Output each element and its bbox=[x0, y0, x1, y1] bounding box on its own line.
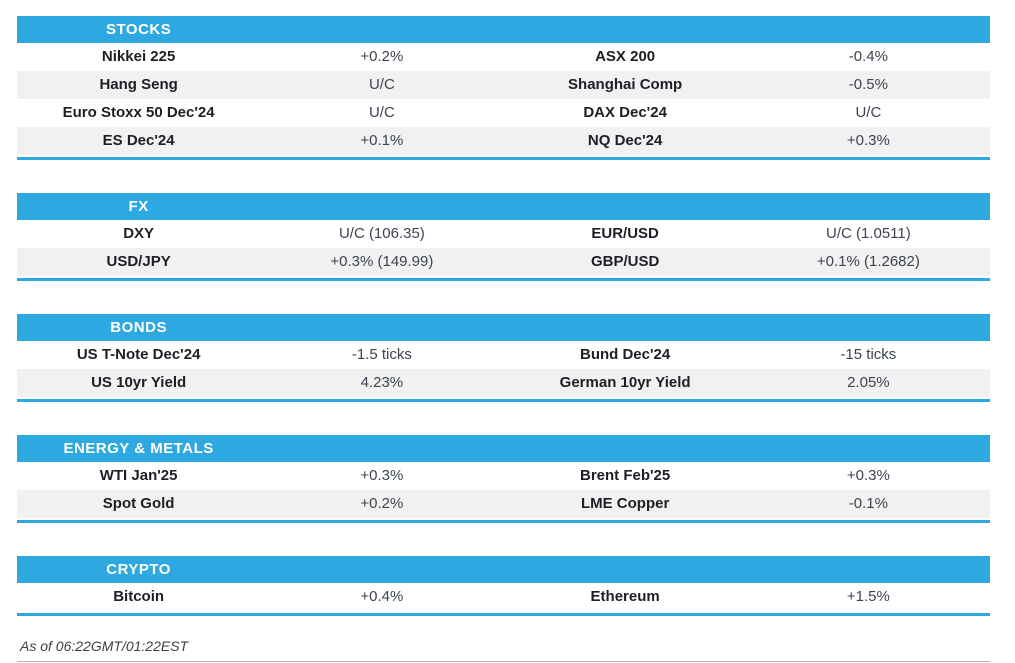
instrument-label: LME Copper bbox=[580, 495, 670, 512]
instrument-label: DXY bbox=[123, 225, 155, 242]
table-row: Bitcoin +0.4% Ethereum +1.5% bbox=[17, 583, 990, 611]
section-rows: US T-Note Dec'24 -1.5 ticks Bund Dec'24 … bbox=[17, 341, 990, 397]
change-value: U/C bbox=[368, 104, 395, 121]
change-value: 2.05% bbox=[847, 374, 890, 391]
section-rows: Nikkei 225 +0.2% ASX 200 -0.4% Hang Seng… bbox=[17, 43, 990, 155]
section-title: ENERGY & METALS bbox=[63, 440, 214, 457]
instrument-label: EUR/USD bbox=[591, 225, 659, 242]
table-row: US 10yr Yield 4.23% German 10yr Yield 2.… bbox=[17, 369, 990, 397]
instrument-label: Bitcoin bbox=[113, 588, 165, 605]
change-value: +0.1% (1.2682) bbox=[816, 253, 920, 270]
change-value: +0.2% bbox=[360, 48, 404, 65]
change-value: +0.1% bbox=[360, 132, 404, 149]
table-row: Euro Stoxx 50 Dec'24 U/C DAX Dec'24 U/C bbox=[17, 99, 990, 127]
instrument-label: Shanghai Comp bbox=[568, 76, 683, 93]
section-header: BONDS bbox=[17, 314, 990, 341]
change-value: -0.5% bbox=[848, 76, 888, 93]
section-bottom-rule bbox=[17, 157, 990, 160]
market-section: BONDS US T-Note Dec'24 -1.5 ticks Bund D… bbox=[17, 314, 990, 402]
change-value: +0.3% bbox=[360, 467, 404, 484]
section-title: BONDS bbox=[110, 319, 167, 336]
section-rows: DXY U/C (106.35) EUR/USD U/C (1.0511) US… bbox=[17, 220, 990, 276]
market-section: ENERGY & METALS WTI Jan'25 +0.3% Brent F… bbox=[17, 435, 990, 523]
table-row: Spot Gold +0.2% LME Copper -0.1% bbox=[17, 490, 990, 518]
change-value: 4.23% bbox=[360, 374, 404, 391]
table-row: WTI Jan'25 +0.3% Brent Feb'25 +0.3% bbox=[17, 462, 990, 490]
table-row: US T-Note Dec'24 -1.5 ticks Bund Dec'24 … bbox=[17, 341, 990, 369]
instrument-label: Hang Seng bbox=[99, 76, 178, 93]
instrument-label: Ethereum bbox=[590, 588, 660, 605]
instrument-label: German 10yr Yield bbox=[559, 374, 691, 391]
change-value: U/C (1.0511) bbox=[825, 225, 911, 242]
change-value: +0.3% (149.99) bbox=[330, 253, 434, 270]
change-value: -15 ticks bbox=[840, 346, 897, 363]
instrument-label: US 10yr Yield bbox=[91, 374, 187, 391]
section-title: FX bbox=[128, 198, 149, 215]
instrument-label: Bund Dec'24 bbox=[579, 346, 671, 363]
table-row: Nikkei 225 +0.2% ASX 200 -0.4% bbox=[17, 43, 990, 71]
instrument-label: Euro Stoxx 50 Dec'24 bbox=[62, 104, 215, 121]
section-bottom-rule bbox=[17, 520, 990, 523]
instrument-label: GBP/USD bbox=[590, 253, 660, 270]
section-header: CRYPTO bbox=[17, 556, 990, 583]
section-rows: Bitcoin +0.4% Ethereum +1.5% bbox=[17, 583, 990, 611]
section-header: STOCKS bbox=[17, 16, 990, 43]
market-summary: STOCKS Nikkei 225 +0.2% ASX 200 -0.4% Ha… bbox=[17, 16, 990, 616]
change-value: -1.5 ticks bbox=[351, 346, 412, 363]
change-value: +0.2% bbox=[360, 495, 404, 512]
instrument-label: NQ Dec'24 bbox=[587, 132, 663, 149]
change-value: -0.4% bbox=[848, 48, 888, 65]
instrument-label: Nikkei 225 bbox=[101, 48, 176, 65]
section-header: ENERGY & METALS bbox=[17, 435, 990, 462]
timestamp-note: As of 06:22GMT/01:22EST bbox=[20, 638, 189, 654]
market-section: STOCKS Nikkei 225 +0.2% ASX 200 -0.4% Ha… bbox=[17, 16, 990, 160]
change-value: U/C bbox=[855, 104, 882, 121]
bottom-divider bbox=[17, 661, 990, 662]
change-value: +0.4% bbox=[360, 588, 404, 605]
instrument-label: Brent Feb'25 bbox=[579, 467, 671, 484]
section-title: STOCKS bbox=[106, 21, 172, 38]
section-title: CRYPTO bbox=[106, 561, 171, 578]
change-value: U/C bbox=[368, 76, 395, 93]
table-row: USD/JPY +0.3% (149.99) GBP/USD +0.1% (1.… bbox=[17, 248, 990, 276]
instrument-label: ASX 200 bbox=[595, 48, 656, 65]
instrument-label: Spot Gold bbox=[102, 495, 175, 512]
change-value: +1.5% bbox=[846, 588, 890, 605]
change-value: +0.3% bbox=[846, 467, 890, 484]
section-bottom-rule bbox=[17, 613, 990, 616]
change-value: +0.3% bbox=[846, 132, 890, 149]
market-section: FX DXY U/C (106.35) EUR/USD U/C (1.0511)… bbox=[17, 193, 990, 281]
instrument-label: WTI Jan'25 bbox=[99, 467, 178, 484]
change-value: -0.1% bbox=[848, 495, 888, 512]
section-header: FX bbox=[17, 193, 990, 220]
section-rows: WTI Jan'25 +0.3% Brent Feb'25 +0.3% Spot… bbox=[17, 462, 990, 518]
instrument-label: ES Dec'24 bbox=[102, 132, 175, 149]
table-row: Hang Seng U/C Shanghai Comp -0.5% bbox=[17, 71, 990, 99]
table-row: DXY U/C (106.35) EUR/USD U/C (1.0511) bbox=[17, 220, 990, 248]
market-section: CRYPTO Bitcoin +0.4% Ethereum +1.5% bbox=[17, 556, 990, 616]
instrument-label: DAX Dec'24 bbox=[583, 104, 667, 121]
section-bottom-rule bbox=[17, 278, 990, 281]
instrument-label: USD/JPY bbox=[106, 253, 171, 270]
table-row: ES Dec'24 +0.1% NQ Dec'24 +0.3% bbox=[17, 127, 990, 155]
section-bottom-rule bbox=[17, 399, 990, 402]
change-value: U/C (106.35) bbox=[338, 225, 425, 242]
instrument-label: US T-Note Dec'24 bbox=[76, 346, 201, 363]
